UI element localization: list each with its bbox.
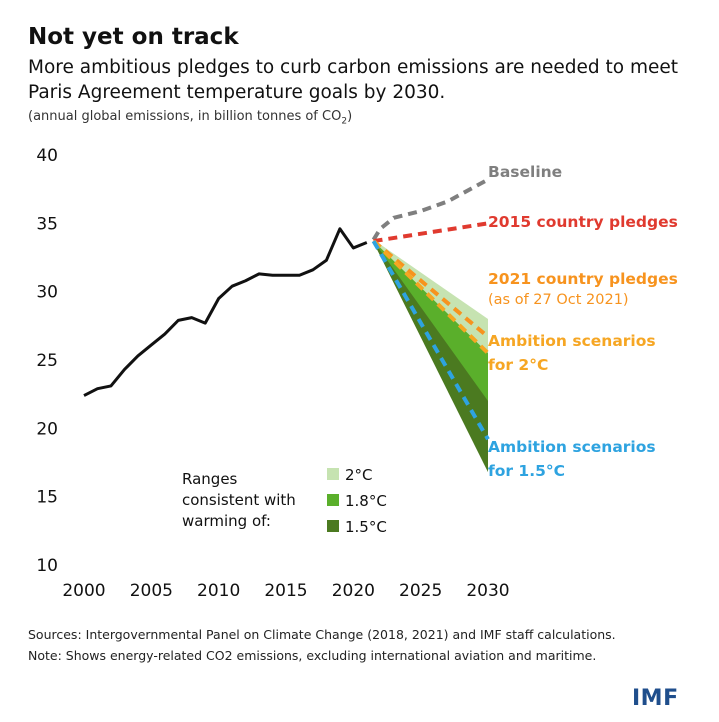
scenario-line-1 (373, 221, 489, 244)
legend-title: Ranges (182, 470, 238, 488)
legend-entry: 2°C (345, 466, 373, 484)
legend-swatch-1.8°C (327, 494, 339, 506)
scenario-label-line2: (as of 27 Oct 2021) (488, 292, 629, 308)
scenario-label: Ambition scenarios (488, 332, 656, 350)
range-band-1.5°C (373, 241, 488, 473)
legend-entry: 1.5°C (345, 518, 387, 536)
legend-entry: 1.8°C (345, 492, 387, 510)
scenario-label: Ambition scenarios (488, 438, 656, 456)
x-tick-label: 2025 (399, 581, 442, 601)
scenario-line-2 (372, 239, 490, 339)
historical-line (83, 227, 368, 397)
scenario-label: Baseline (488, 163, 562, 181)
y-tick-label: 25 (36, 351, 58, 371)
y-tick-label: 20 (36, 419, 58, 439)
legend-swatch-1.5°C (327, 520, 339, 532)
x-tick-label: 2005 (130, 581, 173, 601)
legend-title: consistent with (182, 491, 296, 509)
units-label: (annual global emissions, in billion ton… (28, 109, 353, 127)
scenario-label-line2: for 2°C (488, 356, 548, 374)
y-tick-label: 10 (36, 556, 58, 576)
y-tick-label: 35 (36, 214, 58, 234)
imf-logo: IMF (632, 686, 679, 711)
x-tick-label: 2010 (197, 581, 240, 601)
chart-title: Not yet on track (28, 24, 239, 50)
sources-note: Sources: Intergovernmental Panel on Clim… (28, 627, 616, 642)
y-tick-label: 15 (36, 488, 58, 508)
scenario-label: 2021 country pledges (488, 270, 678, 288)
scenario-line-0 (371, 177, 489, 241)
x-tick-label: 2020 (332, 581, 375, 601)
x-tick-label: 2030 (466, 581, 509, 601)
y-tick-label: 30 (36, 283, 58, 303)
legend-title: warming of: (182, 512, 271, 530)
footnote: Note: Shows energy-related CO2 emissions… (28, 648, 597, 663)
x-tick-label: 2000 (62, 581, 105, 601)
legend-swatch-2°C (327, 468, 339, 480)
scenario-line-4 (371, 240, 490, 441)
scenario-line-3 (372, 239, 490, 355)
scenario-label-line2: for 1.5°C (488, 462, 565, 480)
y-tick-label: 40 (36, 146, 58, 166)
x-tick-label: 2015 (264, 581, 307, 601)
scenario-label: 2015 country pledges (488, 213, 678, 231)
chart-subtitle: More ambitious pledges to curb carbon em… (28, 57, 679, 103)
